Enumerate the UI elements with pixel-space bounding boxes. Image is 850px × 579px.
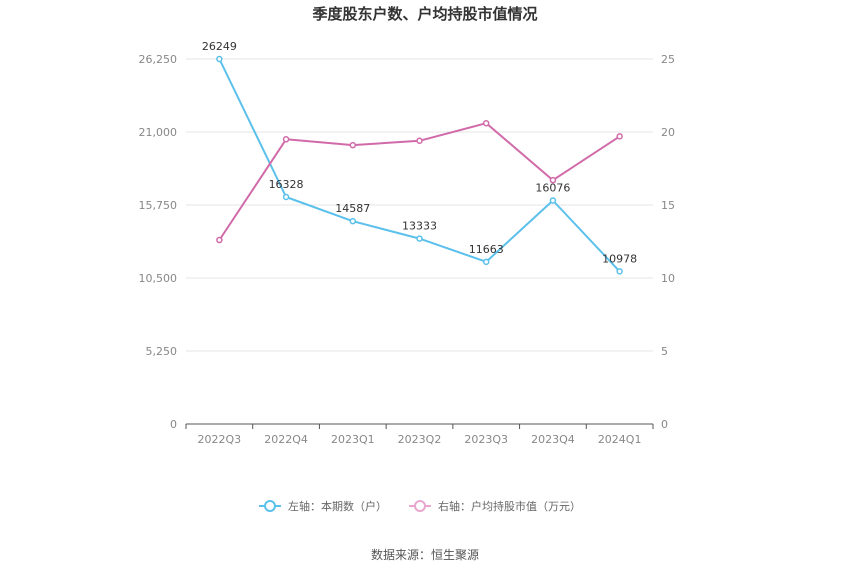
legend-marker	[414, 500, 426, 512]
series-point-right	[549, 176, 557, 184]
data-source: 数据来源：恒生聚源	[371, 547, 479, 562]
series-point-right	[482, 119, 490, 127]
legend-label: 左轴：本期数（户）	[288, 499, 387, 513]
series-point-left	[349, 217, 357, 225]
right-tick-label: 25	[661, 53, 675, 66]
data-label: 16076	[535, 181, 570, 194]
right-tick-label: 20	[661, 126, 675, 139]
data-label: 10978	[602, 252, 637, 265]
data-label: 16328	[269, 178, 304, 191]
series-point-left	[416, 235, 423, 242]
left-tick-label: 10,500	[139, 272, 178, 285]
x-tick-label: 2023Q2	[398, 433, 442, 446]
x-tick-label: 2024Q1	[598, 433, 642, 446]
left-tick-label: 21,000	[139, 126, 178, 139]
series-point-left	[616, 268, 623, 275]
series-point-right	[282, 136, 290, 143]
right-tick-label: 15	[661, 199, 675, 212]
axes: 0 5,250 10,500 15,750 21,000 26,250 0 5 10 15 20 25…	[139, 53, 676, 446]
series-point-left	[549, 197, 557, 204]
left-tick-label: 26,250	[139, 53, 178, 66]
x-tick-label: 2022Q4	[264, 433, 308, 446]
legend: 左轴：本期数（户） 右轴：户均持股市值（万元）	[259, 499, 581, 513]
data-label: 13333	[402, 220, 437, 233]
legend-label: 右轴：户均持股市值（万元）	[438, 499, 581, 513]
right-tick-label: 10	[661, 272, 675, 285]
series-lines	[216, 55, 623, 275]
series-point-right	[616, 133, 623, 140]
chart-title: 季度股东户数、户均持股市值情况	[312, 5, 537, 23]
right-tick-label: 5	[661, 345, 668, 358]
left-tick-label: 0	[170, 418, 177, 431]
series-point-left	[282, 193, 290, 201]
series-point-left	[216, 55, 223, 63]
x-tick-label: 2022Q3	[198, 433, 242, 446]
left-tick-label: 15,750	[139, 199, 178, 212]
left-tick-label: 5,250	[146, 345, 178, 358]
data-labels: 26249 16328 14587 13333 11663 16076 10978	[202, 40, 637, 265]
right-tick-label: 0	[661, 418, 668, 431]
x-tick-label: 2023Q4	[531, 433, 575, 446]
series-point-right	[349, 141, 357, 149]
series-point-right	[416, 137, 423, 145]
data-label: 11663	[469, 243, 504, 256]
x-tick-label: 2023Q3	[464, 433, 508, 446]
x-tick-label: 2023Q1	[331, 433, 375, 446]
series-point-right	[216, 236, 223, 244]
data-label: 26249	[202, 40, 237, 53]
grid-lines	[186, 58, 653, 352]
legend-marker	[264, 500, 276, 512]
data-label: 14587	[335, 202, 370, 215]
series-point-left	[482, 258, 490, 266]
